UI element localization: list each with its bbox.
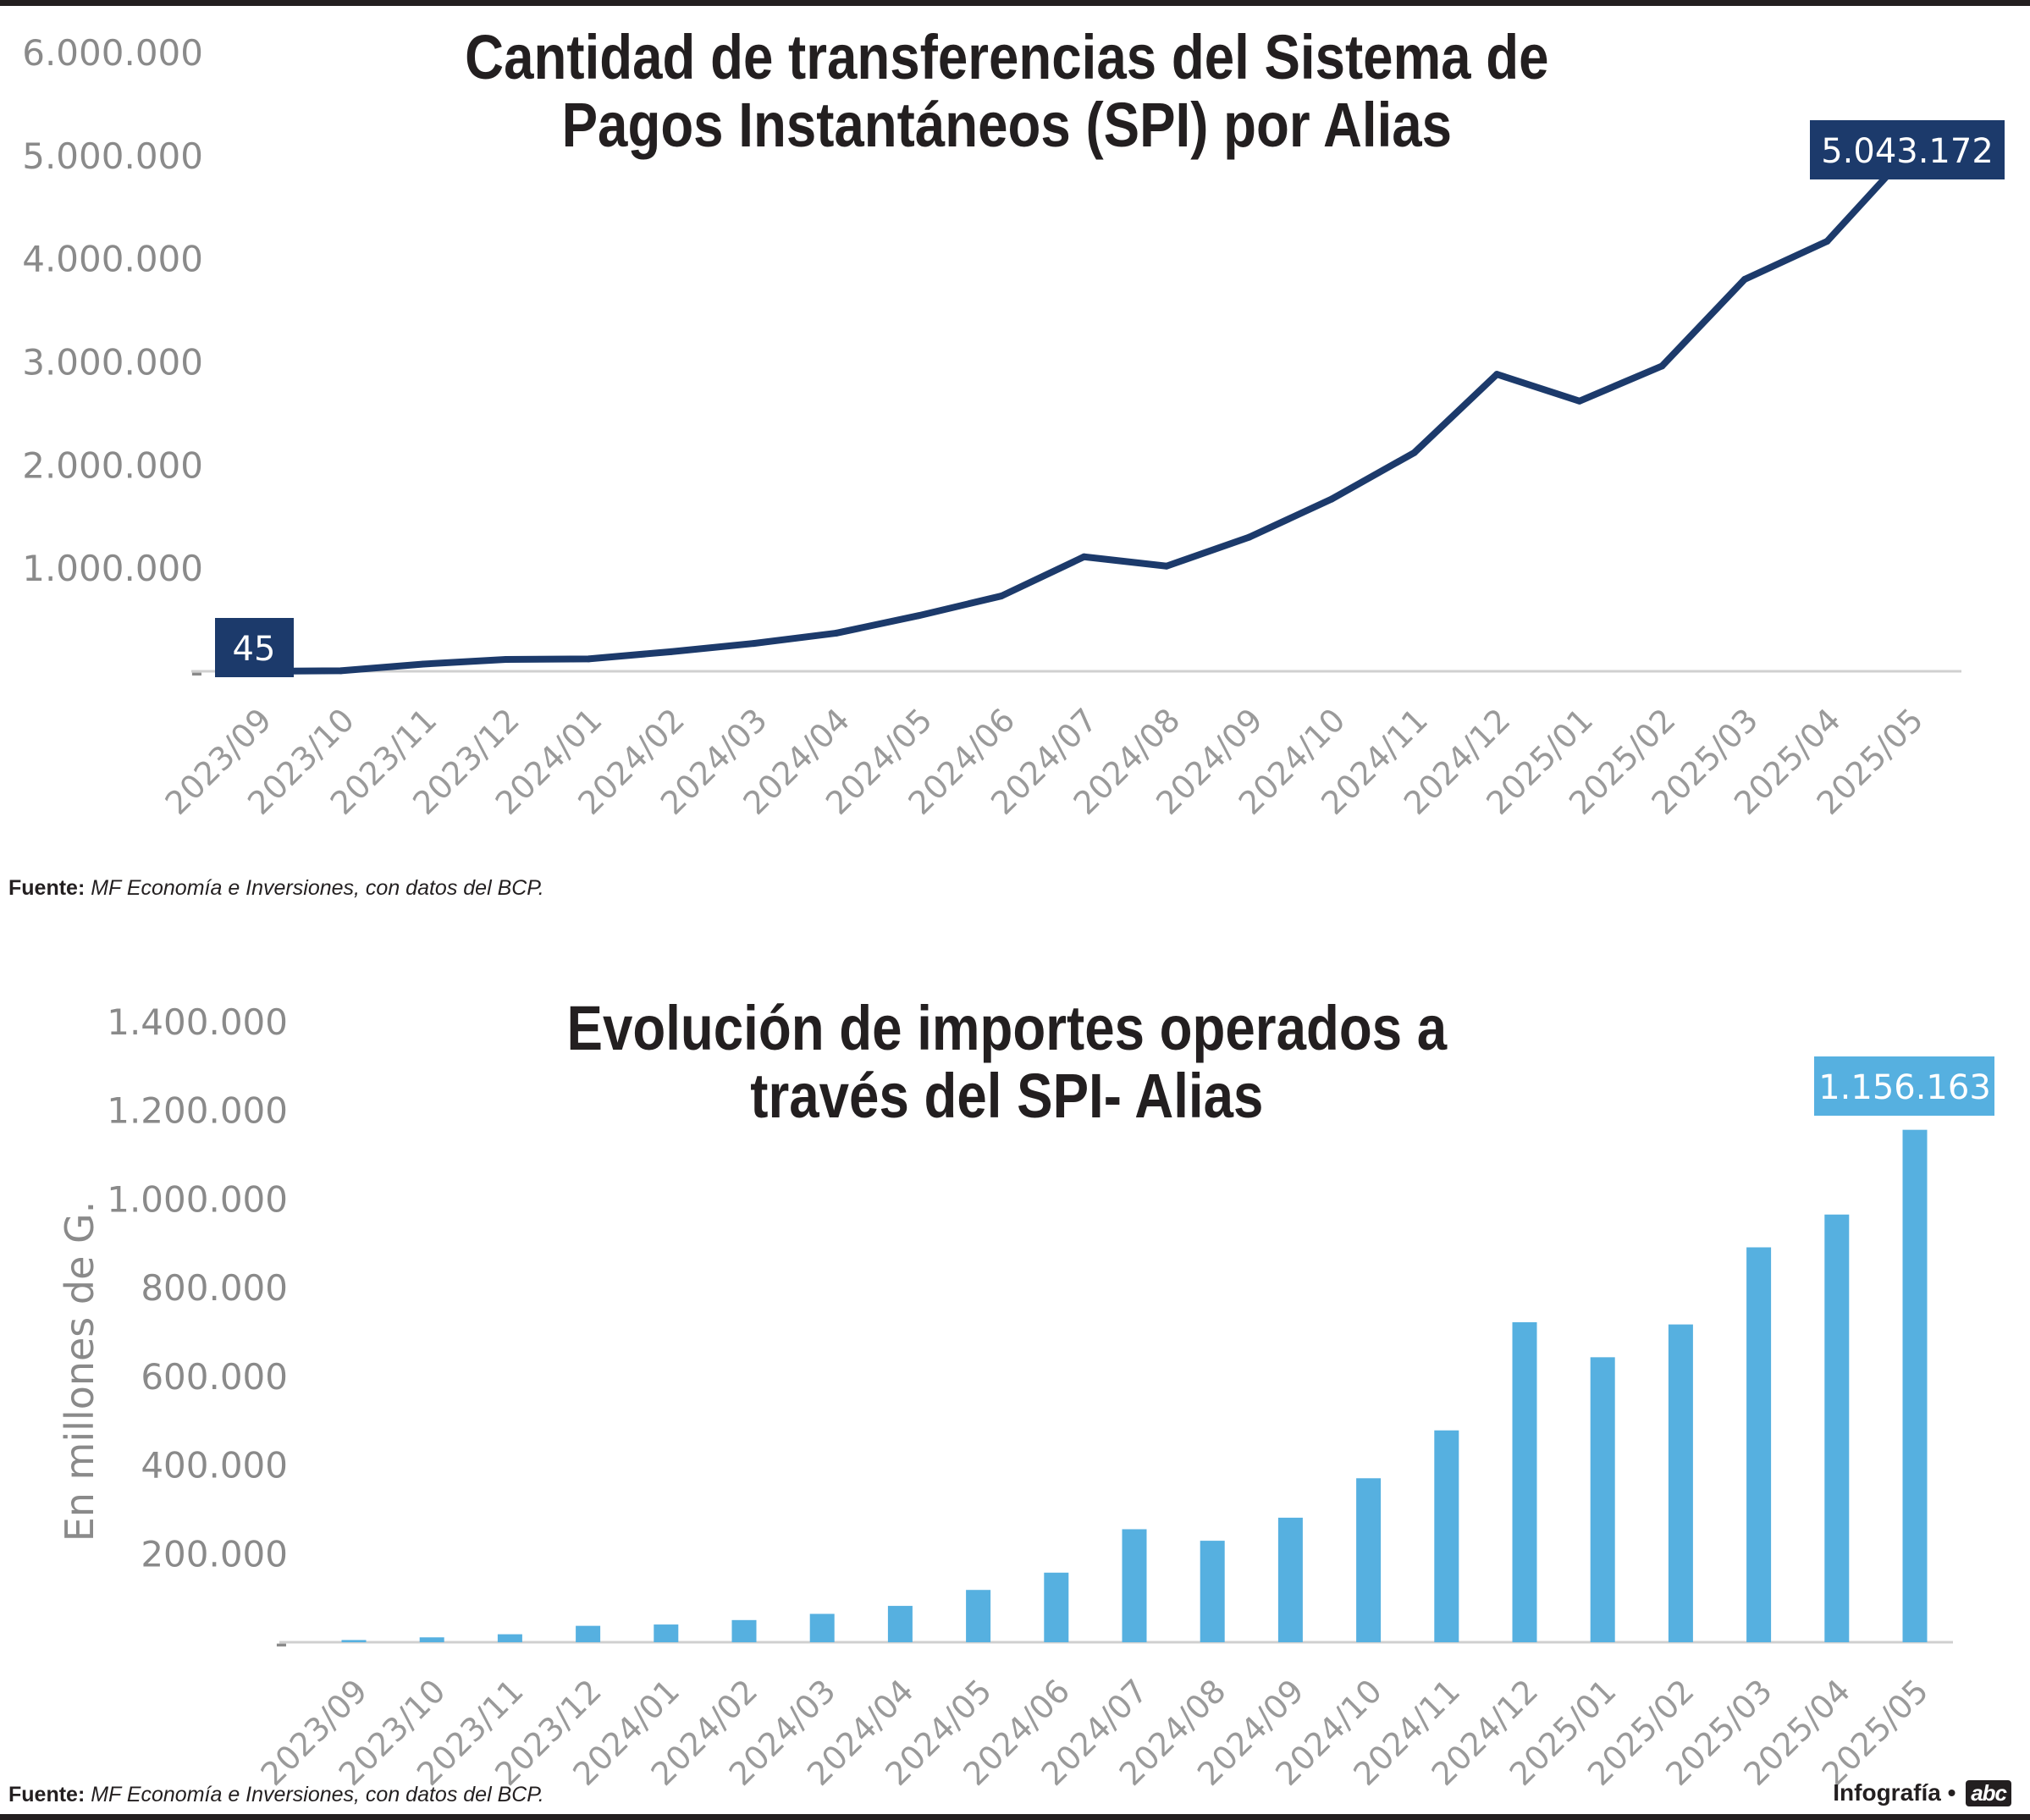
transfers-line-chart: -1.000.0002.000.0003.000.0004.000.0005.0… (22, 32, 2005, 822)
y-tick-label: 2.000.000 (22, 444, 203, 486)
chart1-source-text: MF Economía e Inversiones, con datos del… (91, 876, 544, 900)
y-tick-label: 1.000.000 (107, 1178, 288, 1220)
y-tick-label: 800.000 (141, 1267, 288, 1309)
chart2-title-line-1: Evolución de importes operados a (566, 993, 1448, 1063)
end-value-label: 5.043.172 (1810, 120, 2005, 179)
amounts-bar-chart: -200.000400.000600.000800.0001.000.0001.… (57, 1001, 1994, 1793)
y-tick-label: 3.000.000 (22, 342, 203, 383)
start-value-text: 45 (233, 630, 276, 669)
data-point (420, 660, 428, 668)
chart1-title-line-1: Cantidad de transferencias del Sistema d… (465, 22, 1549, 92)
y-tick-label: 200.000 (141, 1533, 288, 1575)
y-tick-label: 1.400.000 (107, 1001, 288, 1043)
bar (1434, 1430, 1459, 1642)
bar (1590, 1357, 1615, 1642)
bar (1512, 1321, 1537, 1642)
data-point (667, 648, 675, 655)
chart1-title-line-2: Pagos Instantáneos (SPI) por Alias (561, 90, 1453, 160)
chart2-source-text: MF Economía e Inversiones, con datos del… (91, 1783, 544, 1806)
data-point (915, 612, 923, 620)
chart2-title: Evolución de importes operados a través … (134, 995, 1879, 1130)
y-tick-label: 600.000 (141, 1356, 288, 1398)
data-point (1658, 362, 1666, 370)
chart2-source: Fuente: MF Economía e Inversiones, con d… (8, 1783, 544, 1807)
y-tick-label: 5.000.000 (22, 135, 203, 177)
y-tick-label: 4.000.000 (22, 239, 203, 280)
data-point (1493, 371, 1501, 378)
credit: Infografía • abc (1833, 1779, 2011, 1806)
series-line (255, 147, 1913, 675)
bar (1668, 1324, 1693, 1642)
bar (1044, 1572, 1069, 1642)
max-value-box (1814, 1056, 1994, 1116)
bar (887, 1606, 913, 1642)
abc-logo: abc (1966, 1780, 2011, 1806)
y-tick-label: 1.200.000 (107, 1090, 288, 1132)
start-value-box (215, 618, 294, 677)
bar (1277, 1517, 1303, 1642)
end-value-box (1810, 120, 2005, 179)
data-point (1080, 553, 1088, 560)
max-value-text: 1.156.163 (1818, 1068, 1991, 1107)
data-point (1163, 562, 1171, 570)
start-value-label: 45 (215, 618, 294, 677)
chart1-title: Cantidad de transferencias del Sistema d… (134, 24, 1879, 159)
data-point (1245, 533, 1253, 541)
data-point (337, 667, 345, 675)
bar (654, 1624, 679, 1642)
data-point (502, 655, 510, 663)
data-point (832, 629, 840, 637)
bar (1200, 1541, 1225, 1642)
y-tick-label: 400.000 (141, 1445, 288, 1486)
bar (1824, 1214, 1850, 1642)
bar (1746, 1247, 1772, 1642)
bar (1122, 1529, 1147, 1642)
max-value-label: 1.156.163 (1814, 1056, 1994, 1116)
data-point (1740, 276, 1748, 284)
bar (497, 1634, 522, 1642)
chart1-source: Fuente: MF Economía e Inversiones, con d… (8, 876, 544, 901)
data-point (997, 593, 1005, 600)
data-point (1823, 237, 1831, 245)
bar (576, 1625, 601, 1642)
bar (731, 1619, 757, 1642)
data-point (1328, 495, 1336, 503)
data-point (750, 640, 758, 648)
bar (341, 1640, 367, 1642)
end-value-text: 5.043.172 (1821, 132, 1994, 171)
y-axis-label: En millones de G. (57, 1201, 102, 1542)
data-point (1410, 449, 1418, 456)
y-tick-label: 6.000.000 (22, 32, 203, 74)
chart2-title-line-2: través del SPI- Alias (750, 1061, 1264, 1131)
bar (809, 1613, 835, 1642)
bar (419, 1637, 444, 1642)
bar (1356, 1478, 1382, 1642)
data-point (1575, 397, 1583, 405)
bottom-rule (0, 1814, 2030, 1820)
data-point (585, 655, 593, 663)
bar (1902, 1129, 1928, 1642)
chart1-source-label: Fuente: (8, 876, 86, 900)
chart2-source-label: Fuente: (8, 1783, 86, 1806)
bar (966, 1590, 991, 1642)
credit-label: Infografía • (1833, 1779, 1956, 1806)
top-rule (0, 0, 2030, 6)
y-tick-label: 1.000.000 (22, 548, 203, 589)
